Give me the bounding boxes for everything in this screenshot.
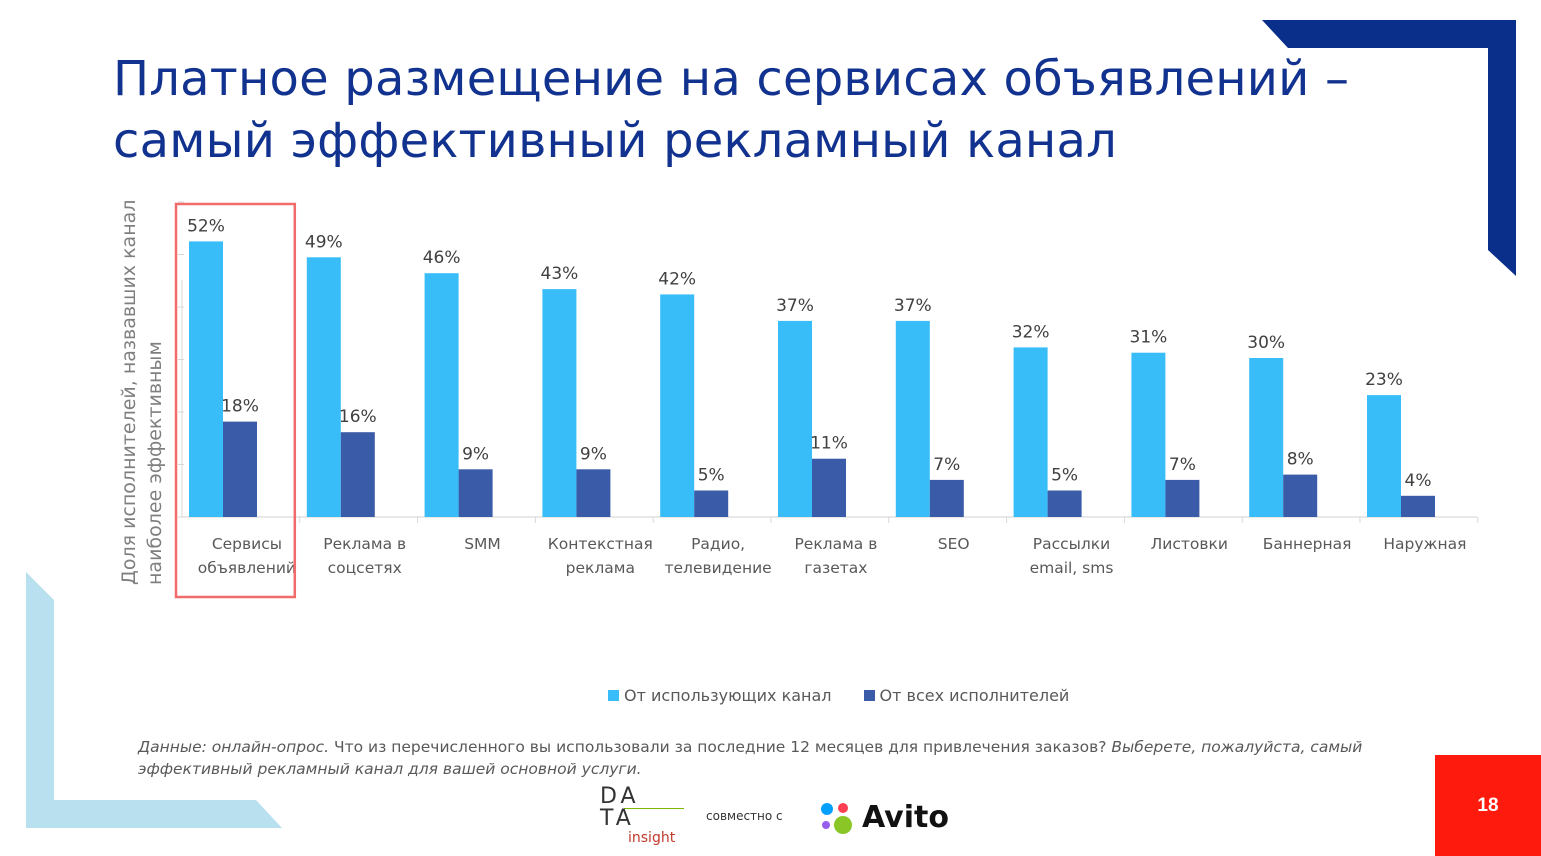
jointly-with-text: совместно с (706, 809, 783, 823)
x-tick-label: реклама (566, 559, 635, 577)
data-insight-logo-rule (624, 808, 684, 809)
avito-logo-text: Avito (862, 800, 949, 835)
legend-swatch-series-1 (608, 690, 619, 701)
slide-title: Платное размещение на сервисах объявлени… (113, 48, 1363, 172)
x-tick-label: Контекстная (548, 535, 653, 553)
x-tick-label: Листовки (1151, 535, 1228, 553)
data-label-series-2: 18% (221, 397, 259, 417)
bar-series-1 (306, 257, 341, 517)
x-tick-label: Реклама в (794, 535, 877, 553)
x-tick-label: Реклама в (323, 535, 406, 553)
data-label-series-1: 42% (658, 269, 696, 289)
data-label-series-1: 23% (1365, 370, 1403, 390)
bar-series-2 (223, 421, 257, 517)
data-label-series-2: 11% (810, 434, 848, 454)
legend-item-series-1: От использующих канал (608, 686, 832, 705)
bar-series-2 (340, 432, 375, 517)
legend-label-series-2: От всех исполнителей (879, 686, 1070, 705)
bar-series-2 (694, 490, 729, 517)
bar-series-2 (1047, 490, 1082, 517)
x-tick-label: объявлений (198, 559, 296, 577)
bar-series-2 (929, 479, 964, 517)
data-label-series-2: 9% (462, 444, 489, 464)
bottom-left-corner-decoration (26, 572, 282, 828)
bar-series-1 (1367, 395, 1401, 517)
legend-swatch-series-2 (863, 690, 875, 701)
page-number-badge: 18 (1435, 755, 1541, 856)
x-tick-label: Радио, (691, 535, 745, 553)
bar-series-1 (189, 241, 223, 517)
legend-item-series-2: От всех исполнителей (863, 686, 1070, 705)
data-label-series-2: 8% (1287, 450, 1314, 470)
bar-series-1 (895, 320, 930, 517)
data-label-series-2: 5% (1051, 466, 1078, 486)
data-label-series-1: 46% (423, 248, 461, 268)
bar-series-1 (1013, 347, 1048, 517)
bar-series-1 (778, 320, 812, 517)
x-tick-label: SMM (464, 535, 501, 553)
source-note-question: Что из перечисленного вы использовали за… (329, 738, 1112, 756)
slide-title-line-2: самый эффективный рекламный канал (113, 113, 1118, 169)
data-label-series-1: 30% (1247, 333, 1285, 353)
bar-series-1 (660, 294, 695, 517)
data-label-series-1: 37% (894, 296, 932, 316)
bar-series-1 (542, 289, 577, 517)
x-tick-label: телевидение (664, 559, 771, 577)
bar-series-2 (1401, 495, 1435, 517)
data-label-series-2: 7% (1169, 455, 1196, 475)
bar-series-1 (1249, 358, 1284, 517)
x-tick-label: соцсетях (328, 559, 402, 577)
bar-series-2 (458, 469, 493, 517)
x-tick-label: Сервисы (212, 535, 282, 553)
x-tick-label: Наружная (1383, 535, 1466, 553)
data-insight-logo-line-2: TA (600, 806, 635, 831)
data-label-series-1: 52% (187, 216, 225, 236)
legend-label-series-1: От использующих канал (624, 686, 832, 705)
bar-series-1 (1131, 352, 1166, 517)
bar-series-2 (1165, 479, 1200, 517)
data-label-series-2: 4% (1405, 471, 1432, 491)
data-insight-logo-line-1: DA (600, 784, 640, 809)
data-label-series-1: 49% (305, 232, 343, 252)
x-tick-label: email, sms (1030, 559, 1114, 577)
top-right-corner-decoration (1262, 20, 1516, 276)
data-label-series-1: 37% (776, 296, 814, 316)
data-label-series-1: 31% (1130, 328, 1168, 348)
data-label-series-2: 16% (339, 407, 377, 427)
bar-series-2 (812, 458, 846, 517)
x-tick-label: Рассылки (1033, 535, 1110, 553)
data-insight-logo: DA TA insight (598, 784, 688, 850)
data-label-series-1: 32% (1012, 322, 1050, 342)
source-note-instruction: Выберете, пожалуйста, самый эффективный … (138, 738, 1363, 778)
x-tick-label: газетах (804, 559, 867, 577)
data-label-series-2: 5% (698, 466, 725, 486)
source-note: Данные: онлайн-опрос. Что из перечисленн… (138, 736, 1398, 780)
source-note-label: Данные: онлайн-опрос. (138, 738, 330, 756)
data-label-series-2: 7% (933, 455, 960, 475)
x-tick-label: Баннерная (1263, 535, 1352, 553)
x-tick-label: SEO (938, 535, 970, 553)
slide-title-line-1: Платное размещение на сервисах объявлени… (113, 51, 1350, 107)
bar-series-2 (1283, 474, 1318, 517)
highlight-box (174, 202, 297, 599)
bar-series-2 (576, 469, 611, 517)
data-insight-logo-line-3: insight (628, 830, 676, 846)
chart-legend: От использующих канал От всех исполнител… (608, 686, 1101, 705)
bar-series-1 (424, 273, 459, 517)
data-label-series-1: 43% (541, 264, 579, 284)
data-label-series-2: 9% (580, 444, 607, 464)
avito-logo-icon (821, 803, 852, 834)
